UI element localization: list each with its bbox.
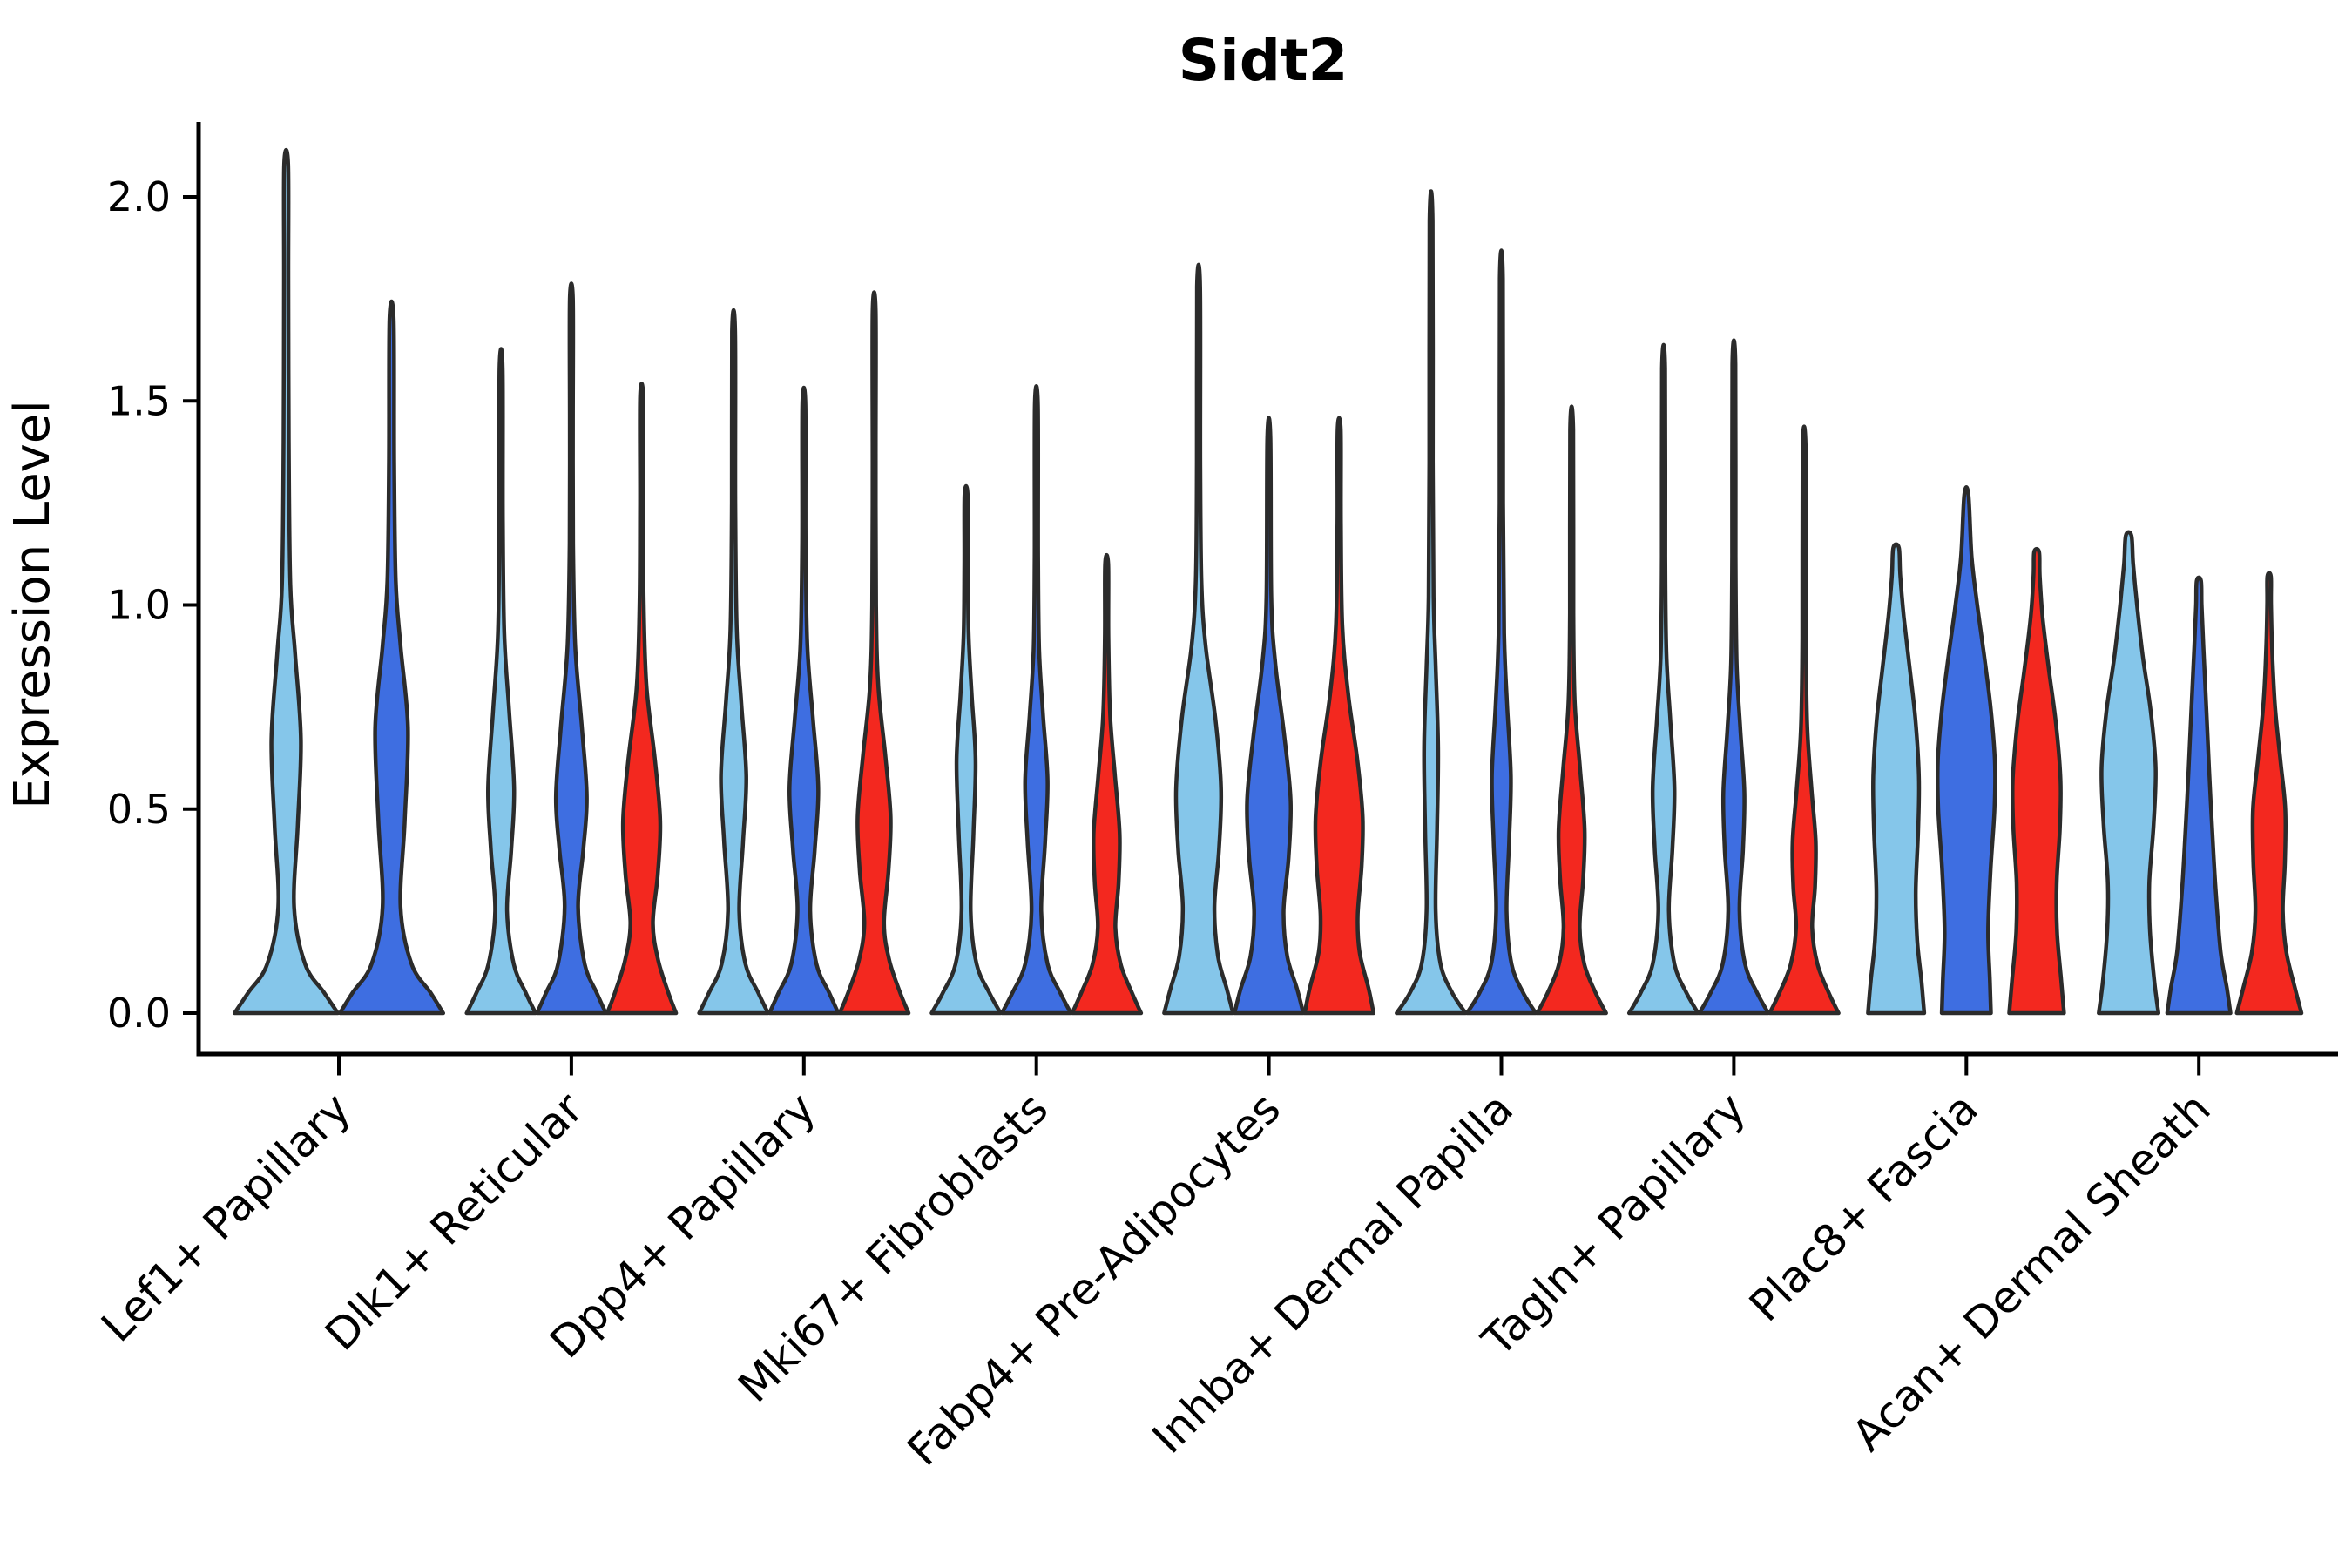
violin-plac8-fascia-dark_blue <box>1935 484 1997 1016</box>
violin-dpp4-papillary-dark_blue <box>767 385 841 1016</box>
violin-lef1-papillary-dark_blue <box>337 299 446 1016</box>
violin-tagln-papillary-light_blue <box>1626 342 1700 1016</box>
x-tick-label-fabp4-pre-adipocytes: Fabp4+ Pre-Adipocytes <box>898 1083 1291 1476</box>
violin-mki67-fibroblasts-dark_blue <box>999 383 1073 1016</box>
violin-tagln-papillary-red <box>1767 424 1841 1016</box>
x-tick-label-plac8-fascia: Plac8+ Fascia <box>1740 1083 1988 1331</box>
violin-mki67-fibroblasts-light_blue <box>929 483 1003 1016</box>
violin-acan-dermal-sheath-light_blue <box>2097 530 2161 1016</box>
y-tick-label: 0.5 <box>107 786 171 833</box>
y-tick-label: 2.0 <box>107 173 171 220</box>
violin-inhba-dermal-papilla-light_blue <box>1395 189 1468 1016</box>
violin-dlk1-reticular-red <box>605 382 679 1016</box>
y-tick-label: 1.5 <box>107 377 171 424</box>
violin-acan-dermal-sheath-dark_blue <box>2165 575 2233 1016</box>
x-tick-label-dlk1-reticular: Dlk1+ Reticular <box>315 1083 592 1360</box>
violin-inhba-dermal-papilla-dark_blue <box>1464 248 1538 1016</box>
violin-fabp4-pre-adipocytes-dark_blue <box>1232 416 1306 1016</box>
violins-group <box>232 147 2304 1016</box>
x-tick-label-lef1-papillary: Lef1+ Papillary <box>91 1083 360 1351</box>
y-tick-label: 1.0 <box>107 582 171 629</box>
violin-fabp4-pre-adipocytes-light_blue <box>1162 262 1235 1016</box>
violin-tagln-papillary-dark_blue <box>1697 338 1771 1016</box>
violin-inhba-dermal-papilla-red <box>1535 404 1608 1016</box>
violin-dpp4-papillary-light_blue <box>697 308 770 1016</box>
violin-plac8-fascia-light_blue <box>1866 542 1927 1016</box>
violin-dpp4-papillary-red <box>837 290 911 1016</box>
chart-title: Sidt2 <box>1179 27 1348 94</box>
violin-mki67-fibroblasts-red <box>1070 552 1144 1016</box>
axes-group <box>183 122 2338 1076</box>
violin-plac8-fascia-red <box>2007 546 2066 1016</box>
violin-dlk1-reticular-dark_blue <box>535 281 608 1016</box>
violin-lef1-papillary-light_blue <box>232 147 341 1016</box>
violin-fabp4-pre-adipocytes-red <box>1302 416 1376 1016</box>
violin-dlk1-reticular-light_blue <box>464 347 538 1016</box>
y-axis-label: Expression Level <box>4 400 61 809</box>
violin-acan-dermal-sheath-red <box>2234 571 2304 1016</box>
y-tick-label: 0.0 <box>107 990 171 1037</box>
